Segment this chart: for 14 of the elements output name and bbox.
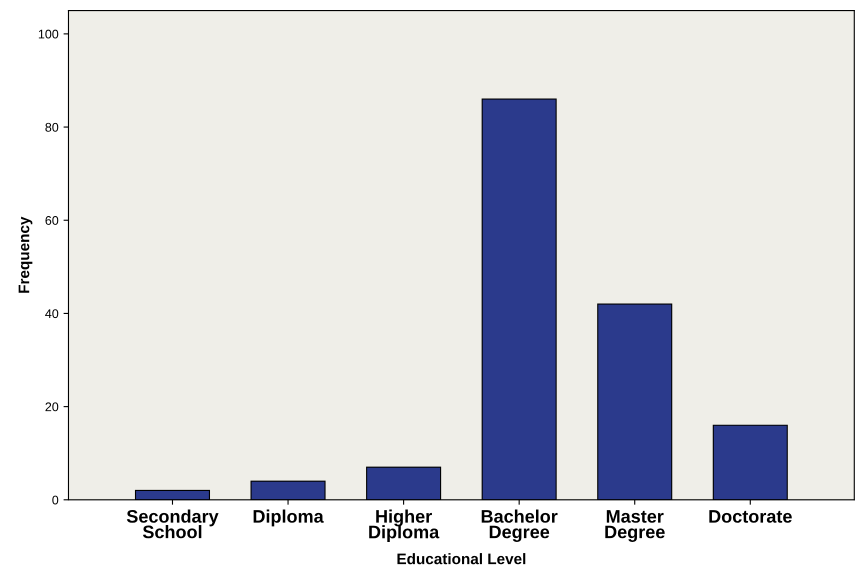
x-tick-label: Higher Diploma <box>369 510 440 542</box>
x-tick-label: Master Degree <box>605 510 665 542</box>
y-tick-label: 20 <box>45 402 58 412</box>
x-tick-label: Bachelor Degree <box>482 510 558 542</box>
y-tick-label: 0 <box>52 496 58 504</box>
y-tick-label: 80 <box>45 122 58 132</box>
y-axis-title: Frequency <box>18 216 32 293</box>
y-tick-label: 40 <box>45 309 58 318</box>
x-tick-label: Doctorate <box>709 510 792 523</box>
x-tick-label: Diploma <box>254 510 324 526</box>
x-tick-label: Secondary School <box>126 510 219 538</box>
y-tick-label: 100 <box>38 30 58 39</box>
y-tick-label: 60 <box>45 216 58 225</box>
x-axis-title: Educational Level <box>397 553 526 564</box>
